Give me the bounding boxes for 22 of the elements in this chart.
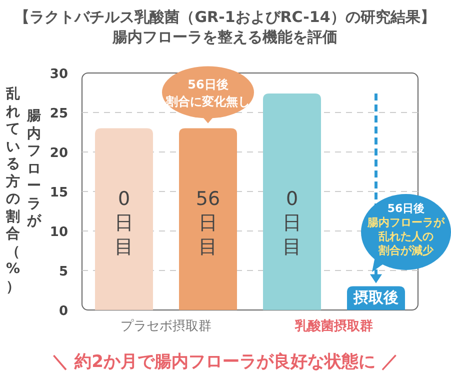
annotation: 56日後腸内フローラが乱れた人の割合が減少 [366, 202, 446, 257]
bar [179, 128, 237, 310]
bar [95, 128, 153, 310]
y-axis-title: 腸内フローラが乱れている方の割合（%） [4, 86, 42, 296]
x-tick-label: 0日目 [114, 188, 134, 258]
chart-title: 【ラクトバチルス乳酸菌（GR-1およびRC-14）の研究結果】 [14, 8, 436, 26]
bar [263, 94, 321, 310]
x-tick-label: 0日目 [282, 188, 302, 258]
text: プラセボ摂取群 [120, 319, 212, 334]
y-tick-label: 25 [50, 106, 68, 122]
y-tick-label: 5 [58, 264, 68, 280]
x-tick-label: 56日目 [196, 188, 220, 258]
y-tick-label: 0 [58, 304, 68, 319]
text: ＼ 約2か月で腸内フローラが良好な状態に ／ [52, 352, 398, 372]
y-tick-label: 15 [50, 186, 68, 200]
y-tick-label: 30 [50, 67, 68, 82]
x-tick-label: 摂取後 [352, 288, 398, 306]
annotation: 56日後割合に変化無し [165, 77, 250, 108]
text: 乳酸菌摂取群 [294, 318, 373, 334]
chart-subtitle: 腸内フローラを整える機能を評価 [112, 28, 338, 46]
y-tick-label: 10 [50, 225, 68, 240]
y-tick-label: 20 [50, 146, 68, 161]
